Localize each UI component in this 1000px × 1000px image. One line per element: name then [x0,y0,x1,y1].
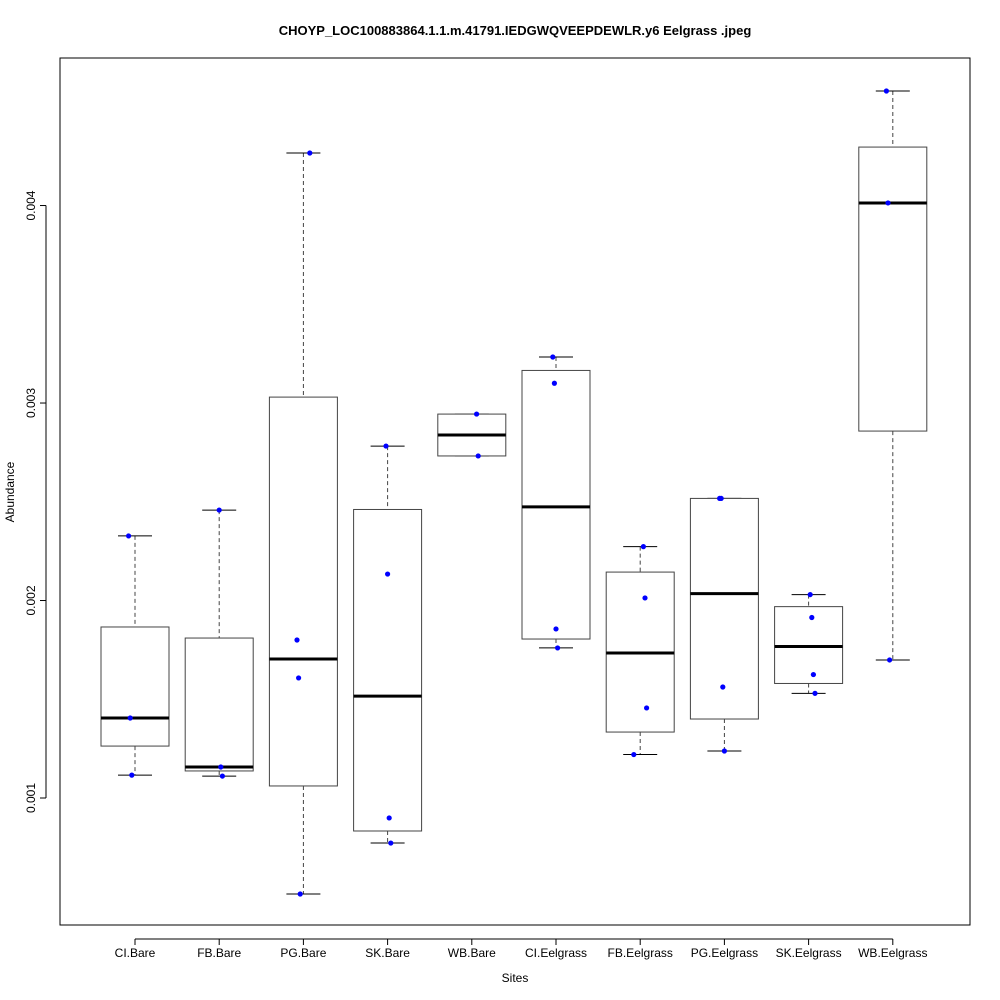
data-point [885,200,891,206]
data-point [386,815,392,821]
data-point [388,840,394,846]
data-point [631,751,637,758]
data-point [720,684,726,690]
data-point [126,533,132,539]
x-axis-label: Sites [502,971,529,985]
x-tick-label: FB.Eelgrass [608,946,673,960]
data-point [296,675,302,681]
box-ci-bare [100,533,170,778]
box-sk-bare [353,443,423,846]
box-pg-bare [268,150,338,897]
data-point [129,772,135,778]
x-tick-label: CI.Bare [115,946,156,960]
data-point [216,507,222,513]
data-point [294,637,300,643]
data-point [812,690,818,696]
y-tick-label: 0.001 [24,783,38,813]
x-tick-label: WB.Bare [448,946,496,960]
data-point [385,571,391,577]
x-tick-label: SK.Bare [365,946,410,960]
iqr-box [521,369,591,640]
box-wb-eelgrass [858,88,928,663]
data-point [550,354,556,360]
box-fb-eelgrass [605,544,675,758]
data-point [809,614,815,621]
x-tick-label: PG.Eelgrass [691,946,758,960]
plot-frame [59,57,971,926]
data-point [883,88,890,94]
data-point [553,626,559,632]
data-point [642,595,648,601]
x-tick-label: WB.Eelgrass [858,946,927,960]
data-point [219,773,225,779]
box-wb-bare [437,411,507,459]
data-point [721,748,728,754]
x-tick-label: PG.Bare [280,946,326,960]
data-point [307,150,313,156]
y-tick-label: 0.002 [24,585,38,615]
box-fb-bare [184,507,254,779]
x-tick-label: FB.Bare [197,946,241,960]
iqr-box [858,146,928,432]
data-point [810,671,817,678]
data-point [718,495,724,502]
iqr-box [184,637,254,772]
data-point [383,443,389,449]
chart-title: CHOYP_LOC100883864.1.1.m.41791.IEDGWQVEE… [279,23,752,38]
data-point [127,715,133,721]
data-point [887,657,893,663]
box-ci-eelgrass [521,354,591,651]
data-point [475,453,481,459]
data-point [807,591,813,598]
data-point [474,411,480,417]
iqr-box [100,626,170,747]
iqr-box [689,497,759,720]
y-tick-label: 0.004 [24,190,38,220]
y-tick-label: 0.003 [24,388,38,418]
iqr-box [353,508,423,832]
y-axis-label: Abundance [3,461,17,522]
x-tick-label: CI.Eelgrass [525,946,587,960]
data-point [551,380,558,386]
data-point [555,645,561,651]
box-pg-eelgrass [689,495,759,754]
data-point [218,764,224,770]
box-sk-eelgrass [774,591,844,696]
data-point [644,705,650,711]
data-point [640,544,647,550]
x-tick-label: SK.Eelgrass [776,946,842,960]
iqr-box [268,396,338,787]
data-point [297,891,303,897]
